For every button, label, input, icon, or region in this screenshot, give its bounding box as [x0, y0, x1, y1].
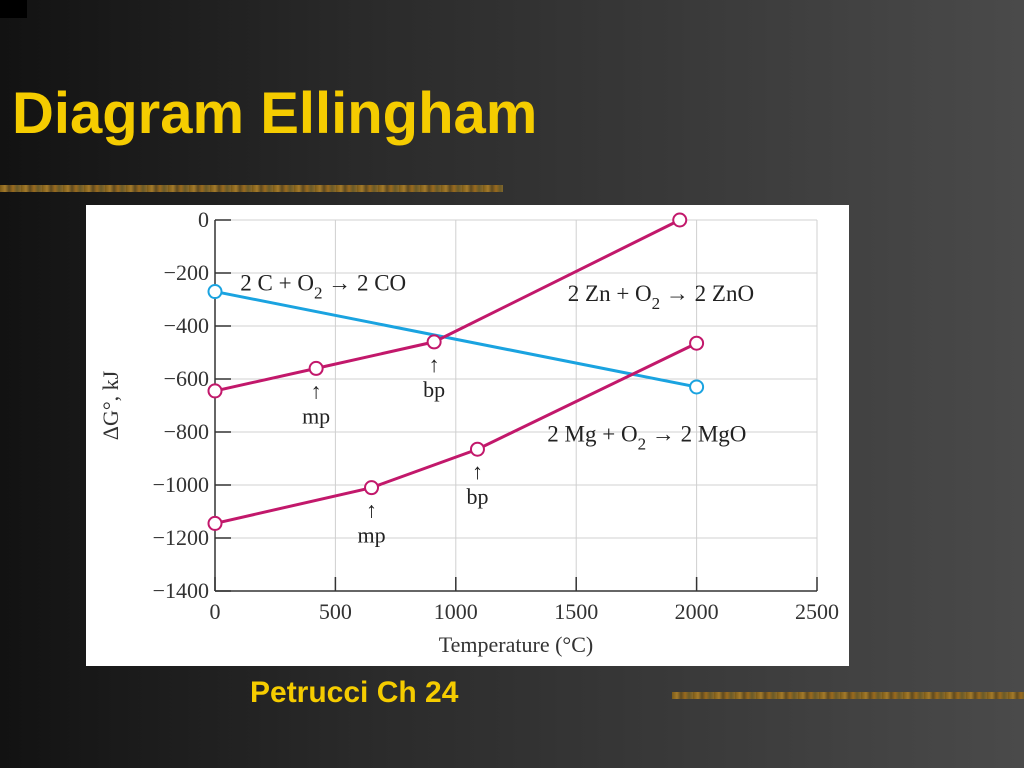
series-label: 2 C + O2 → 2 CO	[240, 270, 406, 302]
data-point	[207, 383, 223, 399]
ellingham-chart: 0 −200 −400 −600 −800 −1000 −1200 −1400 0 500 1000…	[86, 205, 849, 666]
data-point	[689, 379, 705, 395]
y-tick-label: 0	[198, 207, 209, 232]
data-point	[426, 334, 442, 350]
data-point	[689, 335, 705, 351]
y-tick-label: −1000	[153, 472, 209, 497]
y-tick-label: −800	[164, 419, 209, 444]
corner-block	[0, 0, 27, 18]
chart-series	[207, 212, 705, 531]
x-tick-label: 500	[319, 599, 352, 624]
y-tick-label: −600	[164, 366, 209, 391]
decorative-band-bottom	[672, 692, 1024, 699]
annotation-arrow: ↑	[311, 378, 322, 403]
x-tick-label: 1000	[434, 599, 478, 624]
y-axis-label: ΔG°, kJ	[98, 370, 123, 440]
annotation-arrow: ↑	[429, 352, 440, 377]
annotation-label: bp	[423, 377, 445, 402]
y-tick-label: −1200	[153, 525, 209, 550]
annotation-label: mp	[302, 403, 330, 428]
data-point	[672, 212, 688, 228]
series-line-0	[214, 290, 697, 389]
slide-caption: Petrucci Ch 24	[250, 676, 459, 709]
series-line-2	[214, 341, 698, 525]
y-tick-label: −1400	[153, 578, 209, 603]
series-label: 2 Mg + O2 → 2 MgO	[547, 421, 746, 453]
x-tick-label: 2000	[675, 599, 719, 624]
data-point	[469, 441, 485, 457]
annotation-label: mp	[357, 523, 385, 548]
data-point	[207, 284, 223, 300]
chart-labels: 2 C + O2 → 2 CO 2 Zn + O2 → 2 ZnO 2 Mg + O…	[240, 270, 754, 547]
series-label: 2 Zn + O2 → 2 ZnO	[568, 281, 754, 313]
y-tick-label: −400	[164, 313, 209, 338]
annotation-arrow: ↑	[366, 498, 377, 523]
y-tick-label: −200	[164, 260, 209, 285]
annotation-arrow: ↑	[472, 459, 483, 484]
x-tick-label: 2500	[795, 599, 839, 624]
data-point	[308, 360, 324, 376]
data-point	[364, 480, 380, 496]
x-tick-label: 0	[210, 599, 221, 624]
decorative-band-top	[0, 185, 503, 192]
slide-title: Diagram Ellingham	[12, 81, 538, 146]
data-point	[207, 515, 223, 531]
annotation-label: bp	[466, 484, 488, 509]
x-axis-label: Temperature (°C)	[439, 632, 593, 657]
series-line-1	[214, 218, 681, 393]
x-tick-label: 1500	[554, 599, 598, 624]
